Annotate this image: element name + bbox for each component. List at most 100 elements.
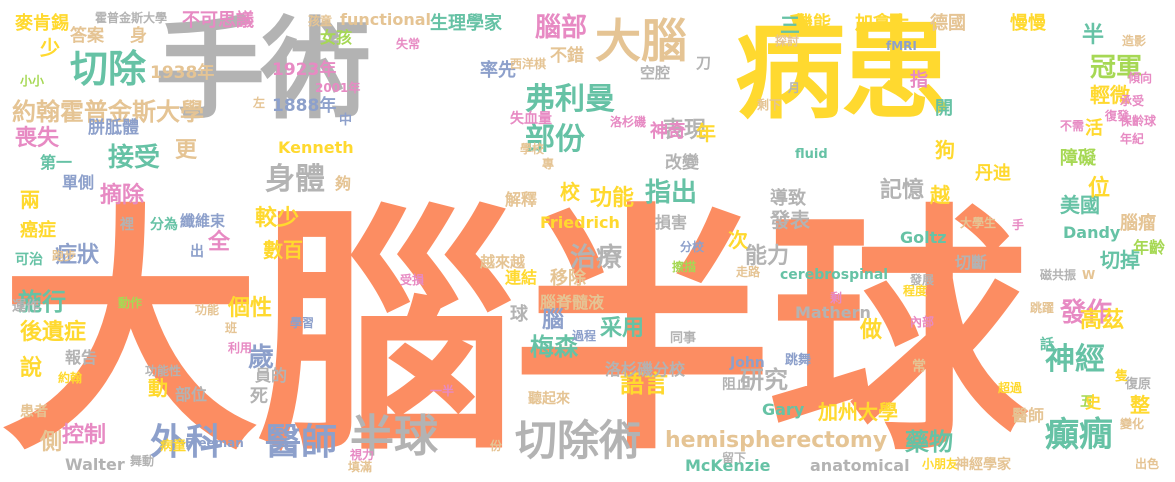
cloud-word: 年 [696,121,716,145]
cloud-word: 改變 [665,153,699,173]
cloud-word: anatomical [810,456,910,475]
cloud-word: 保齡球 [1120,114,1157,128]
cloud-word: 1888年 [272,96,337,116]
cloud-word: 越來越 [480,253,526,271]
cloud-word: 不錯 [550,46,584,66]
cloud-word: 一半 [430,384,455,398]
cloud-word: 身體 [265,162,325,197]
cloud-word: 弗利曼 [525,82,615,117]
cloud-word: 大學生 [960,216,997,230]
cloud-word: 可治 [15,252,43,268]
cloud-word: Goltz [900,228,947,247]
cloud-word: 指 [910,70,928,91]
cloud-word: 復原 [1125,377,1152,392]
cloud-word: 第一 [40,153,73,172]
cloud-word: 越 [930,183,950,207]
cloud-word: 1938年 [150,63,215,83]
cloud-word: 病童 [160,439,187,454]
cloud-word: 歲 [248,343,275,373]
cloud-word: 大腦半球 [0,184,1028,482]
cloud-word: 控制 [62,423,107,448]
cloud-word: 年紀 [1120,132,1145,146]
cloud-word: 切掉 [1100,248,1140,272]
cloud-word: 員的 [255,366,288,385]
cloud-word: 切斷 [955,253,988,272]
cloud-word: 2001年 [315,81,361,95]
cloud-word: 分校 [680,240,705,254]
cloud-word: 神經學家 [955,457,1011,473]
cloud-word: 復發 [1105,109,1130,123]
cloud-word: 纖維束 [180,212,226,230]
cloud-word: 說 [20,356,43,381]
cloud-word: 動作 [118,296,143,310]
cloud-word: 率先 [480,60,516,81]
cloud-word: functional [340,10,432,29]
cloud-word: 程度 [903,284,928,298]
cloud-word: 報告 [65,348,98,367]
cloud-word: 次 [728,228,748,252]
cloud-word: 整 [1130,393,1150,417]
cloud-word: 語言 [620,370,668,398]
cloud-word: 麥肯錫 [15,13,69,34]
cloud-word: 利用 [228,341,253,355]
cloud-word: 分為 [150,217,178,233]
cloud-word: 阻止 [722,377,750,393]
cloud-word: 不需 [1060,119,1085,133]
cloud-word: 輕微 [1090,83,1130,107]
cloud-word: 磁共振 [1040,268,1077,282]
cloud-word: W [1082,268,1096,282]
cloud-word: 手 [1012,218,1025,232]
cloud-word: McKenzie [685,456,771,475]
cloud-word: 跑步 [52,249,77,263]
cloud-word: 切除 [70,47,147,91]
cloud-word: 單側 [62,173,95,192]
cloud-word: 病患 [735,6,951,134]
cloud-word: 跳舞 [785,353,812,368]
cloud-word: Walter [65,455,125,474]
cloud-word: 內部 [910,315,935,329]
cloud-word: 冠軍 [1090,53,1143,83]
cloud-word: 狗 [935,138,955,162]
cloud-word: 患者 [20,404,48,420]
cloud-word: 藥物 [905,428,953,456]
cloud-word: 解釋 [505,190,538,209]
cloud-word: 失常 [396,37,421,51]
cloud-word: 失血量 [510,111,552,127]
cloud-word: 摘除 [100,183,145,208]
cloud-word: 半球 [350,411,438,462]
cloud-word: 慢慢 [1010,13,1046,34]
cloud-word: 記憶 [880,178,925,203]
cloud-word: 超過 [998,381,1023,395]
cloud-word: John [730,355,765,371]
cloud-word: 損害 [655,213,688,232]
cloud-word: 月 [788,81,801,95]
cloud-word: 個性 [228,296,273,321]
cloud-word: 造影 [1122,34,1147,48]
cloud-word: 開 [935,98,953,119]
cloud-word: 梅森 [530,333,578,361]
cloud-word: 剩下 [757,98,782,112]
cloud-word: 功能 [590,186,635,211]
cloud-word: 專 [542,157,555,171]
cloud-word: 受損 [400,273,425,287]
cloud-word: 出 [190,244,204,260]
cloud-word: 德國 [930,13,966,34]
cloud-word: 過程 [572,329,597,343]
cloud-word: 采用 [600,316,645,341]
cloud-word: 發表 [770,208,810,232]
cloud-word: Gary [762,400,805,419]
cloud-word: 洛杉磯分校 [605,360,686,379]
cloud-word: 剩 [830,291,843,305]
cloud-word: 接受 [108,143,161,173]
cloud-word: 視力 [350,448,375,462]
cloud-word: 更 [175,138,198,163]
cloud-word: 聽起來 [528,391,570,407]
cloud-word: 部位 [175,385,208,404]
cloud-word: Mathern [795,303,871,322]
cloud-word: 發作 [1060,298,1113,328]
cloud-word: 切除術 [515,416,642,465]
cloud-word: 校 [560,180,580,204]
cloud-word: 左 [253,96,266,110]
cloud-word: 變化 [1120,417,1145,431]
cloud-word: 史 [1085,393,1102,412]
